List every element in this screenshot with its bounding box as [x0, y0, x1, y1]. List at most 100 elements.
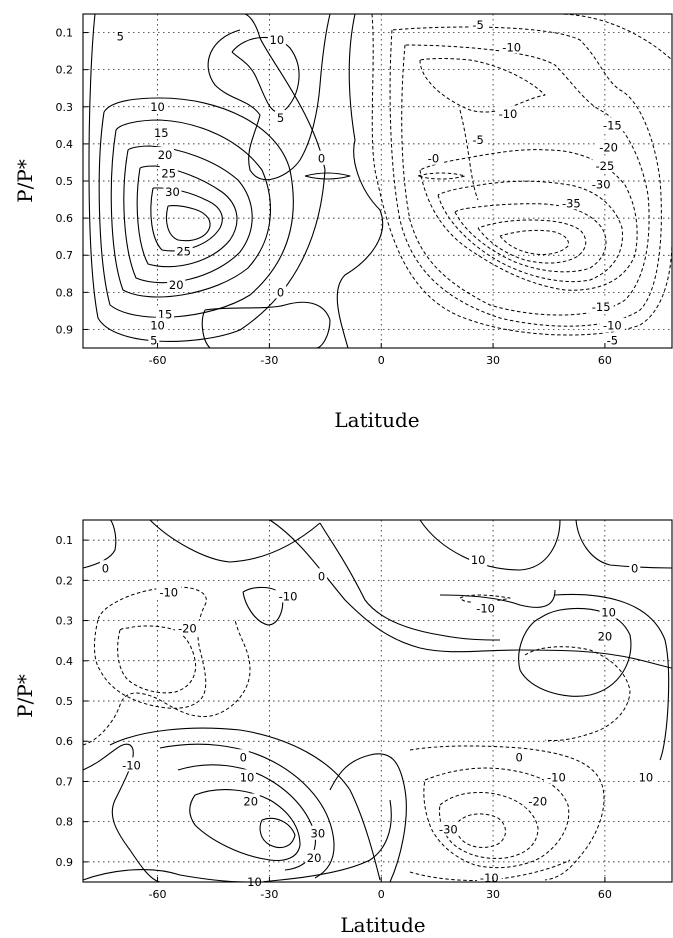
- contour-label-background: [435, 821, 461, 836]
- y-tick-label: 0.3: [56, 101, 74, 114]
- contour-label: 30: [311, 827, 326, 841]
- contour-label-background: [156, 306, 175, 321]
- y-tick-label: 0.6: [56, 212, 74, 225]
- contour-label-background: [424, 150, 443, 165]
- top-panel-negative-contours: [371, 13, 673, 336]
- contour-line: [259, 817, 296, 849]
- contour-line: [477, 219, 587, 264]
- contour-line: [150, 187, 223, 252]
- x-tick-label: -30: [260, 354, 278, 367]
- contour-label: 25: [161, 167, 176, 181]
- contour-label-background: [152, 124, 171, 139]
- top-panel-x-axis-label: Latitude: [334, 408, 419, 432]
- contour-label: 0: [631, 561, 638, 575]
- contour-label: 0: [240, 750, 247, 764]
- contour-label: 5: [150, 334, 157, 348]
- y-tick-label: 0.8: [56, 816, 74, 829]
- contour-line: [419, 519, 561, 571]
- contour-line: [109, 727, 381, 881]
- y-tick-label: 0.6: [56, 735, 74, 748]
- contour-label-background: [558, 195, 584, 210]
- contour-line: [117, 625, 197, 694]
- contour-label: -10: [499, 107, 518, 121]
- contour-label-background: [495, 106, 521, 121]
- contour-label-background: [469, 552, 488, 567]
- contour-label-background: [599, 117, 625, 132]
- y-tick-label: 0.1: [56, 27, 74, 40]
- contour-label-background: [159, 165, 178, 180]
- x-tick-label: 60: [598, 888, 612, 901]
- contour-line: [499, 229, 569, 255]
- top-panel-contours: [88, 13, 384, 349]
- contour-label-background: [595, 628, 614, 643]
- contour-label-background: [476, 869, 502, 884]
- contour-line: [329, 753, 407, 883]
- bottom-panel-contour-labels: 0-10-20-10010-1001020-10010203020100-10-…: [99, 552, 655, 889]
- x-tick-label: -60: [149, 354, 167, 367]
- y-tick-label: 0.3: [56, 615, 74, 628]
- contour-label: -5: [472, 133, 483, 147]
- contour-label: -35: [562, 196, 581, 210]
- bottom-panel-grid: [83, 520, 672, 882]
- contour-line: [201, 301, 331, 349]
- contour-label-background: [245, 874, 264, 888]
- contour-label: -5: [607, 334, 618, 348]
- contour-label-background: [599, 317, 625, 332]
- contour-label: -10: [159, 585, 178, 599]
- contour-line: [242, 586, 284, 626]
- contour-label: -25: [596, 159, 615, 173]
- contour-line: [136, 165, 238, 268]
- contour-label-background: [525, 793, 551, 808]
- contour-line: [149, 519, 321, 563]
- contour-line: [319, 522, 501, 641]
- x-tick-label: 0: [378, 888, 385, 901]
- contour-label: 20: [243, 795, 258, 809]
- x-tick-label: 0: [378, 354, 385, 367]
- contour-line: [123, 145, 253, 284]
- contour-label-background: [114, 28, 126, 43]
- y-tick-label: 0.4: [56, 655, 74, 668]
- contour-label-background: [316, 150, 328, 165]
- contour-label-background: [469, 17, 488, 32]
- contour-label: -10: [476, 601, 495, 615]
- contour-label-background: [163, 184, 182, 199]
- x-tick-label: 30: [486, 354, 500, 367]
- contour-label-background: [316, 568, 328, 583]
- y-tick-label: 0.7: [56, 775, 74, 788]
- contour-label: -30: [439, 823, 458, 837]
- contour-line: [419, 149, 638, 291]
- y-tick-label: 0.8: [56, 286, 74, 299]
- contour-label-background: [167, 276, 186, 291]
- contour-label: 20: [307, 851, 322, 865]
- contour-label-background: [148, 332, 160, 347]
- contour-line: [409, 745, 605, 881]
- x-tick-label: 60: [598, 354, 612, 367]
- contour-line: [439, 589, 556, 608]
- contour-label: 10: [150, 319, 165, 333]
- contour-label-background: [275, 588, 301, 603]
- contour-line: [455, 813, 506, 848]
- contour-line: [417, 172, 466, 180]
- contour-label-background: [237, 749, 249, 764]
- contour-label-background: [308, 825, 327, 840]
- contour-label: -10: [603, 319, 622, 333]
- contour-line: [419, 58, 546, 113]
- contour-line: [336, 13, 384, 349]
- y-tick-label: 0.4: [56, 138, 74, 151]
- contour-line: [439, 791, 539, 859]
- y-tick-label: 0.9: [56, 856, 74, 869]
- contour-label-background: [499, 39, 525, 54]
- contour-label-background: [636, 769, 655, 784]
- contour-label: -5: [472, 18, 483, 32]
- contour-label: -10: [279, 589, 298, 603]
- contour-label-background: [275, 109, 287, 124]
- x-tick-label: -30: [260, 888, 278, 901]
- contour-line: [437, 180, 624, 283]
- contour-label: 5: [277, 111, 284, 125]
- contour-label-background: [99, 560, 111, 575]
- contour-label: -15: [592, 300, 611, 314]
- x-tick-label: -60: [149, 888, 167, 901]
